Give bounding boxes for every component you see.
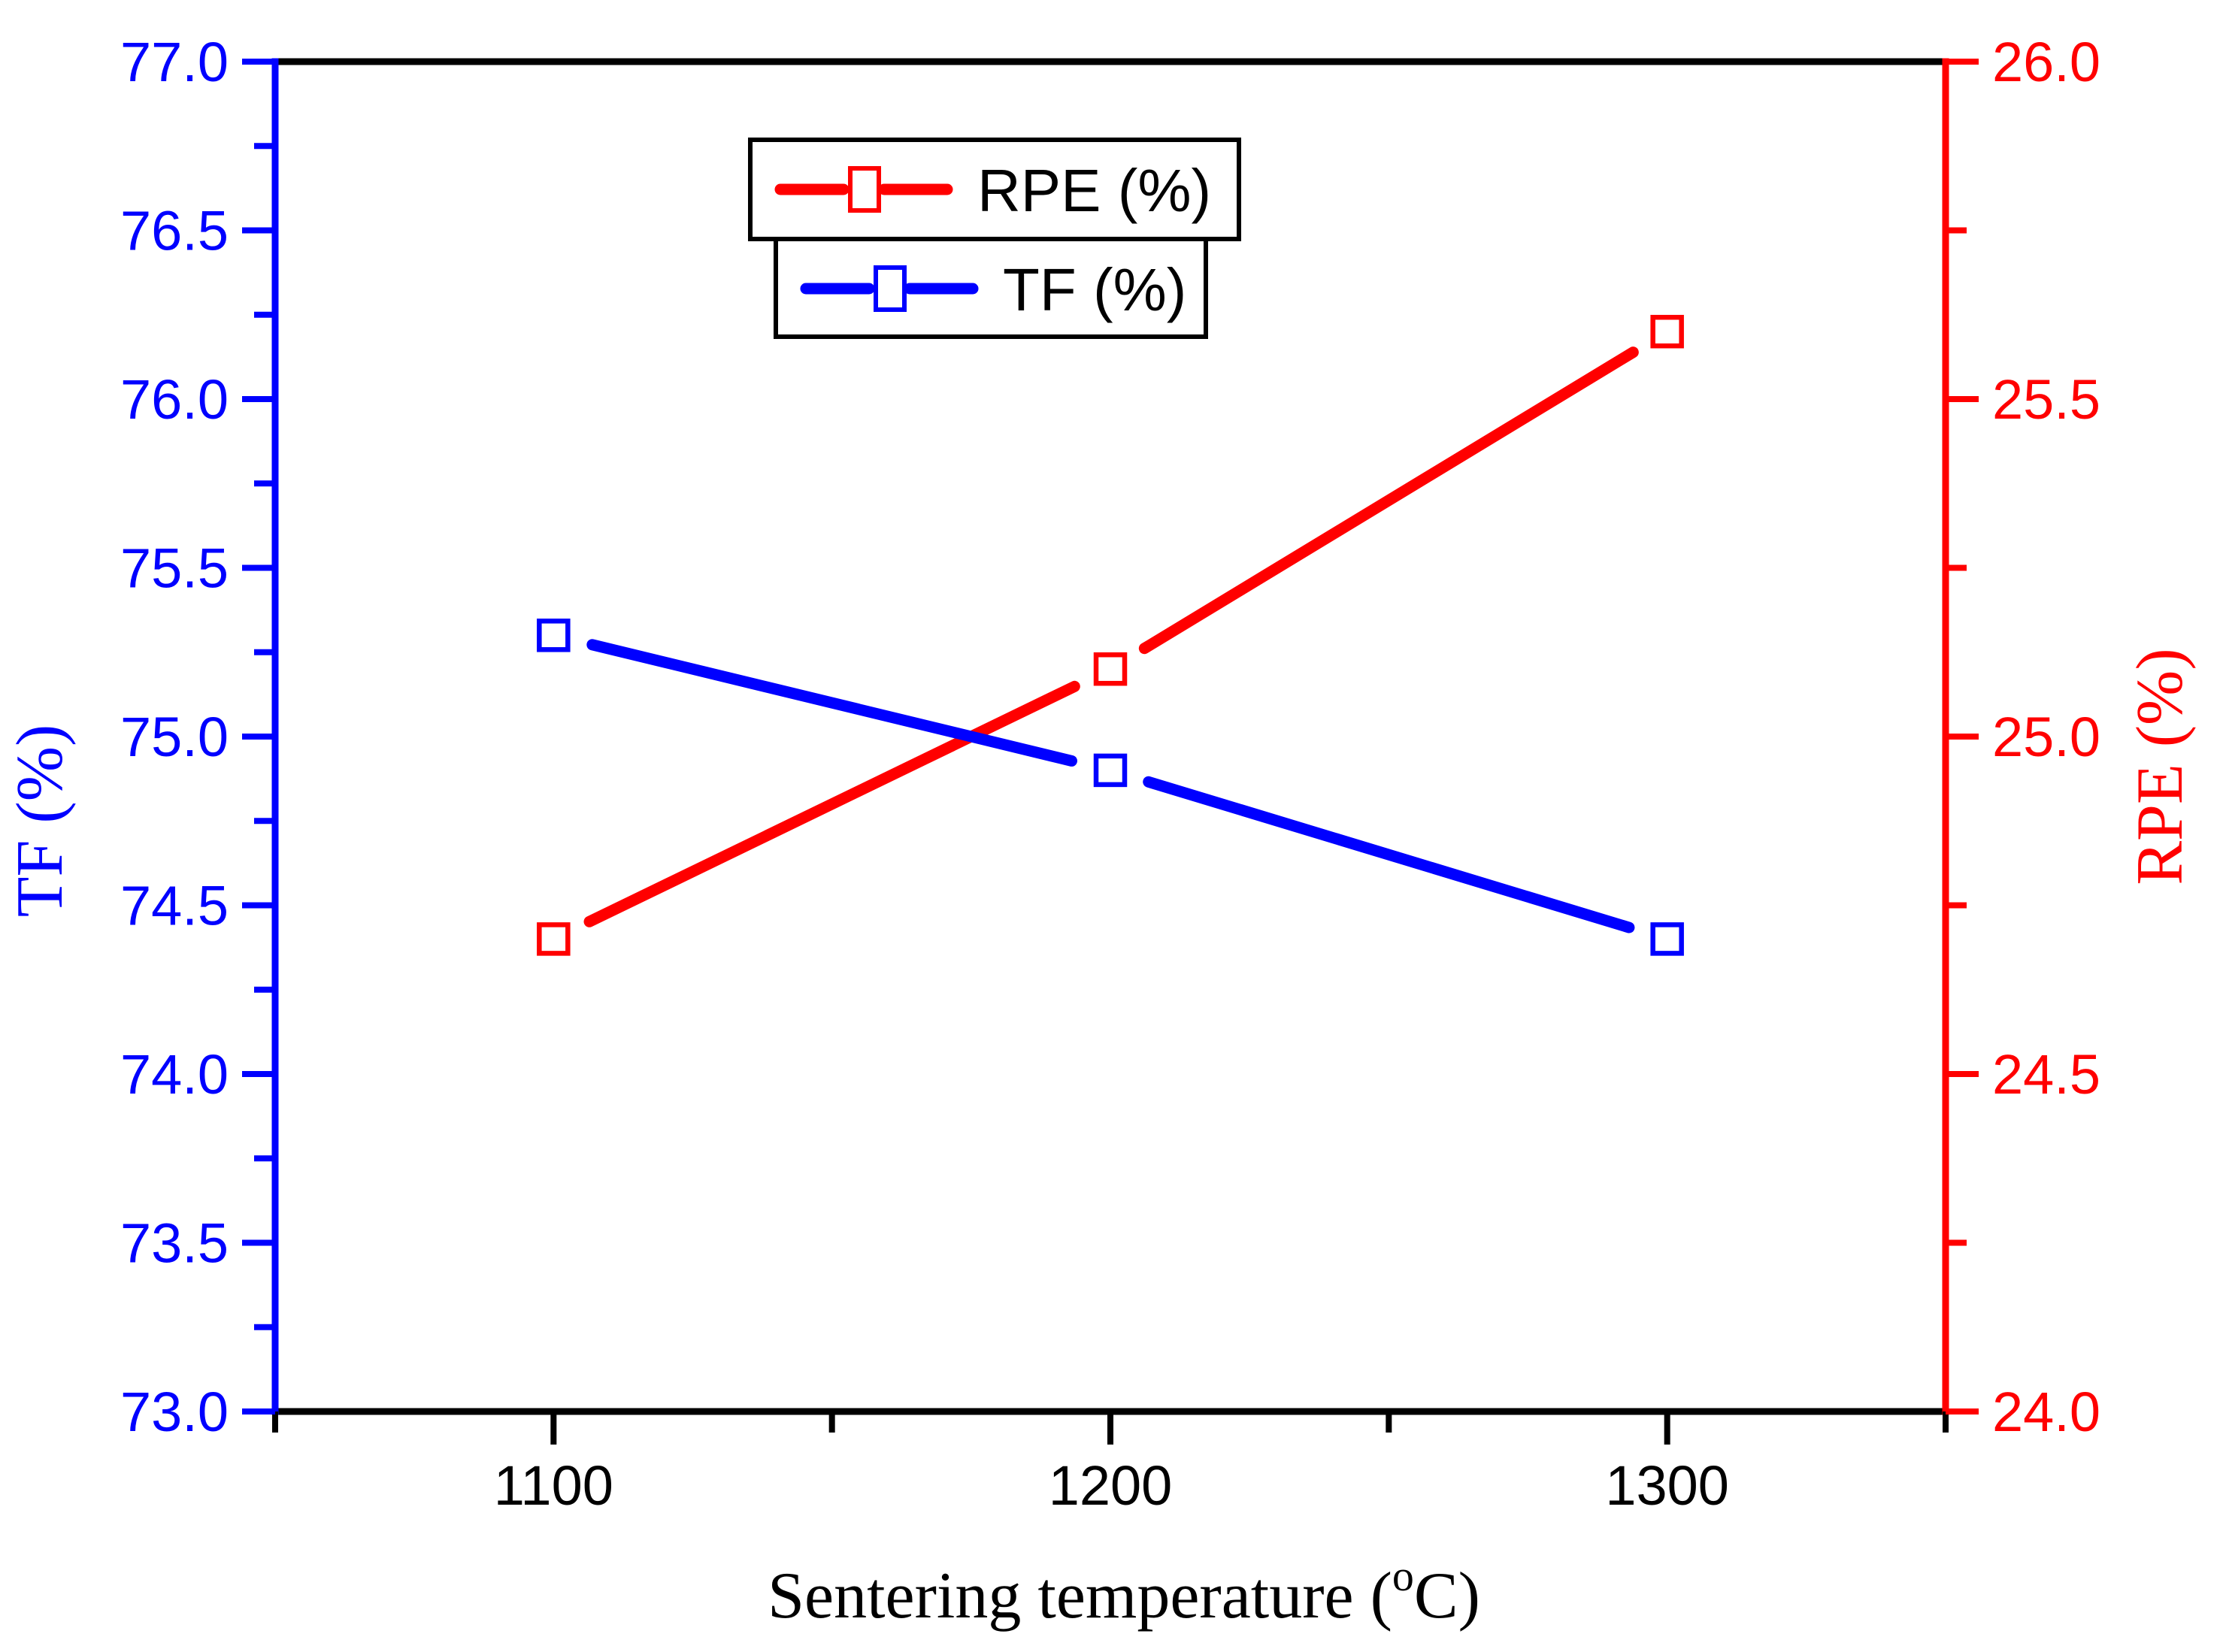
x-axis-title-superscript: o [1392, 1551, 1414, 1600]
right-axis-title: RPE (%) [2124, 648, 2197, 885]
legend-marker-tf [800, 265, 979, 312]
legend-square-marker-tf [874, 265, 907, 312]
legend-marker-rpe [774, 166, 953, 213]
series-line-rpe [1138, 346, 1639, 655]
axes-group: 1100 1200 1300 73.0 73.5 74.0 74.5 75.0 75.5 76.0… [120, 31, 2100, 1517]
legend-label-rpe: RPE (%) [977, 157, 1211, 224]
series-group [537, 314, 1684, 956]
right-tick-label: 26.0 [1992, 31, 2100, 93]
x-tick-label: 1300 [1605, 1454, 1729, 1517]
x-axis-title-suffix: C) [1414, 1560, 1480, 1632]
legend-box-tf [774, 237, 1208, 339]
series-line-tf [586, 639, 1077, 767]
left-tick-label: 73.0 [120, 1381, 229, 1443]
data-point-marker-rpe [1093, 652, 1128, 686]
left-tick-label: 77.0 [120, 31, 229, 93]
left-axis-title: TF (%) [4, 725, 77, 918]
x-tick-label: 1200 [1049, 1454, 1173, 1517]
data-point-marker-tf [537, 619, 571, 652]
data-point-marker-rpe [537, 922, 571, 956]
series-tf [537, 619, 1684, 956]
legend-label-tf: TF (%) [1003, 256, 1186, 323]
left-tick-label: 74.0 [120, 1043, 229, 1106]
right-tick-label: 24.0 [1992, 1381, 2100, 1443]
right-tick-label: 25.5 [1992, 368, 2100, 431]
x-axis-title: Sentering temperature (oC) [768, 1551, 1480, 1632]
series-line-rpe [583, 680, 1080, 927]
legend: RPE (%) TF (%) [748, 138, 1241, 339]
data-point-marker-tf [1093, 753, 1128, 788]
left-tick-label: 76.0 [120, 368, 229, 431]
left-tick-label: 74.5 [120, 875, 229, 937]
data-point-marker-tf [1650, 922, 1684, 956]
left-tick-label: 76.5 [120, 200, 229, 262]
right-tick-label: 24.5 [1992, 1043, 2100, 1106]
series-rpe [537, 314, 1684, 956]
left-tick-label: 75.5 [120, 537, 229, 600]
left-tick-label: 75.0 [120, 706, 229, 768]
data-point-marker-rpe [1650, 314, 1684, 349]
legend-square-marker-rpe [848, 166, 881, 213]
series-line-tf [1143, 776, 1635, 933]
x-tick-label: 1100 [494, 1454, 613, 1517]
x-axis-title-prefix: Sentering temperature ( [768, 1560, 1392, 1632]
right-tick-label: 25.0 [1992, 706, 2100, 768]
left-tick-label: 73.5 [120, 1212, 229, 1275]
